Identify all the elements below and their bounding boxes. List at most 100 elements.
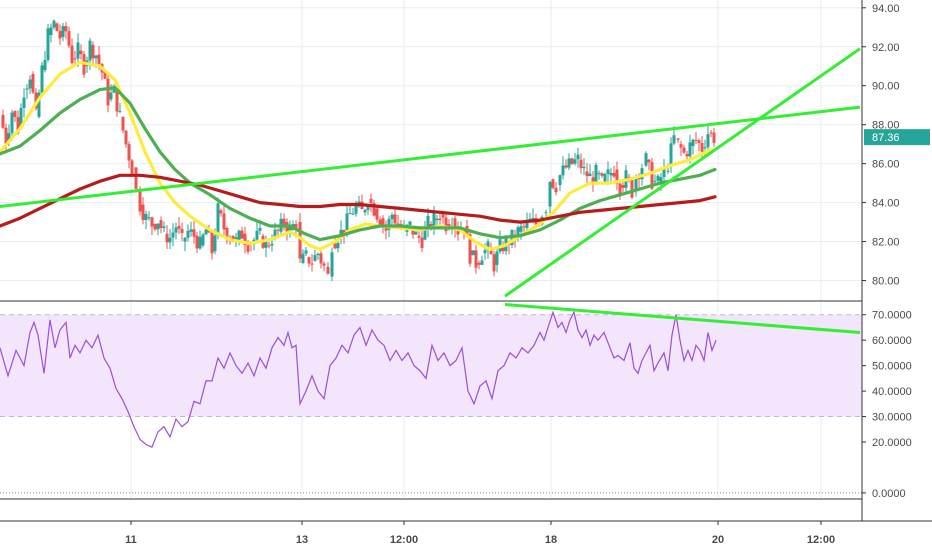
candle-body	[709, 132, 713, 134]
candle-body	[600, 173, 604, 176]
candle-body	[52, 20, 56, 28]
time-tick-label: 11	[125, 534, 137, 546]
candle-body	[1, 114, 5, 128]
candle-body	[43, 59, 47, 71]
candle-body	[246, 245, 250, 252]
candle-body	[354, 204, 358, 214]
candle-body	[276, 229, 280, 231]
candle-body	[118, 111, 122, 113]
candle-body	[417, 235, 421, 238]
candle-body	[644, 153, 648, 166]
candle-body	[369, 198, 373, 204]
candle-body	[567, 158, 571, 168]
candle-body	[706, 134, 710, 148]
candle-body	[588, 173, 592, 177]
candle-body	[474, 250, 478, 268]
rsi-tick-label: 20.0000	[872, 437, 912, 449]
candle-body	[672, 135, 676, 144]
candle-body	[351, 213, 355, 215]
rsi-tick-label: 40.0000	[872, 386, 912, 398]
candle-body	[441, 214, 445, 218]
candle-body	[594, 164, 598, 183]
candle-body	[319, 253, 323, 264]
candle-body	[519, 226, 523, 232]
candle-body	[703, 147, 707, 149]
candle-body	[237, 230, 241, 242]
candle-body	[144, 213, 148, 220]
candle-body	[204, 229, 208, 235]
candle-body	[171, 232, 175, 238]
candle-body	[124, 130, 128, 145]
candle-body	[34, 92, 38, 109]
candle-body	[207, 229, 211, 233]
candle-body	[282, 218, 286, 225]
candle-body	[322, 263, 326, 266]
candle-body	[573, 159, 577, 164]
rsi-series	[0, 310, 717, 448]
candle-body	[669, 143, 673, 164]
candle-body	[522, 226, 526, 228]
candle-body	[640, 168, 644, 180]
candle-body	[130, 160, 134, 174]
candle-body	[49, 27, 53, 36]
candle-body	[495, 251, 499, 265]
candle-body	[381, 218, 385, 226]
last-price-label: 87.36	[872, 132, 900, 144]
candle-body	[168, 237, 172, 243]
candle-body	[548, 182, 552, 207]
candle-body	[13, 111, 17, 118]
rsi-trendline	[504, 303, 861, 335]
candle-body	[307, 257, 311, 264]
candle-body	[153, 224, 157, 230]
candle-body	[67, 31, 71, 46]
candle-body	[393, 214, 397, 224]
price-tick-label: 90.00	[872, 81, 900, 93]
candle-body	[501, 247, 505, 252]
moving-averages	[0, 60, 717, 251]
candle-body	[88, 40, 92, 61]
candle-body	[216, 203, 220, 236]
candle-body	[612, 172, 616, 177]
candle-body	[189, 229, 193, 232]
candle-body	[685, 153, 689, 157]
candle-body	[150, 217, 154, 227]
candle-body	[121, 116, 125, 131]
candle-body	[64, 26, 68, 32]
candle-body	[138, 190, 142, 212]
candle-body	[618, 183, 622, 194]
candle-body	[273, 229, 277, 238]
candle-body	[174, 227, 178, 233]
candle-body	[294, 224, 298, 229]
candle-body	[58, 31, 62, 39]
candle-body	[597, 173, 601, 175]
candle-body	[222, 213, 226, 230]
price-trendline	[0, 105, 861, 208]
candle-body	[76, 42, 80, 59]
candle-body	[258, 227, 262, 231]
candle-body	[679, 144, 683, 148]
candle-body	[165, 233, 169, 243]
candle-body	[333, 243, 337, 249]
price-trendline	[504, 47, 861, 298]
candle-body	[40, 65, 44, 93]
candle-body	[316, 253, 320, 256]
candle-body	[700, 142, 704, 152]
candle-body	[240, 230, 244, 239]
candle-body	[310, 263, 314, 265]
candle-body	[97, 54, 101, 65]
candle-body	[375, 208, 379, 220]
candle-body	[453, 218, 457, 229]
rsi-overbought-oversold-band	[0, 314, 862, 494]
candle-body	[186, 230, 190, 238]
rsi-band-fill	[0, 314, 862, 417]
candle-body	[691, 139, 695, 147]
candle-body	[298, 222, 302, 259]
candle-body	[37, 92, 41, 117]
candle-body	[423, 228, 427, 240]
candle-body	[147, 217, 151, 219]
candle-body	[492, 254, 496, 272]
candle-body	[127, 144, 131, 161]
candle-body	[390, 214, 394, 220]
candle-body	[396, 223, 400, 225]
